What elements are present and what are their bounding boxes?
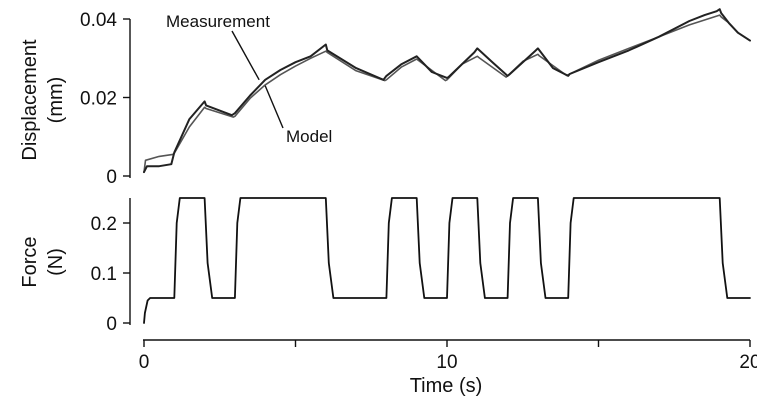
displacement-y-tick-label-0: 0 (106, 167, 117, 188)
time-x-tick-label-2: 10 (436, 352, 457, 373)
force-y-label-line1: Force (19, 236, 41, 287)
force-y-tick-label-2: 0.2 (91, 214, 117, 235)
displacement-y-label-line1: Displacement (19, 39, 41, 161)
displacement-y-tick-label-2: 0.04 (80, 10, 117, 31)
time-x-tick-label-4: 20 (739, 352, 757, 373)
time-x-tick-label-0: 0 (139, 352, 150, 373)
measurement-leader-line (231, 30, 260, 81)
displacement-y-tick-label-1: 0.02 (80, 89, 117, 110)
force-y-tick-label-1: 0.1 (91, 264, 117, 285)
model-leader-line (264, 85, 284, 129)
model-annotation: Model (286, 127, 332, 146)
displacement-y-ticks: 0 0.02 0.04 (80, 10, 130, 188)
force-panel: 0 0.1 0.2 Force (N) 0 10 20 Time (s) (19, 197, 757, 397)
measurement-series-line (143, 8, 751, 174)
force-y-ticks: 0 0.1 0.2 (91, 214, 130, 335)
force-y-label-line2: (N) (45, 248, 67, 276)
displacement-y-label-line2: (mm) (45, 77, 67, 124)
time-x-label: Time (s) (410, 375, 483, 397)
force-y-tick-label-0: 0 (106, 314, 117, 335)
measurement-annotation: Measurement (166, 12, 270, 31)
force-series-line (143, 197, 751, 324)
displacement-panel: 00.020.04 Displacement (mm) Measurement … (19, 8, 751, 188)
time-x-ticks: 0 10 20 (139, 340, 757, 373)
model-series-line (143, 14, 751, 173)
